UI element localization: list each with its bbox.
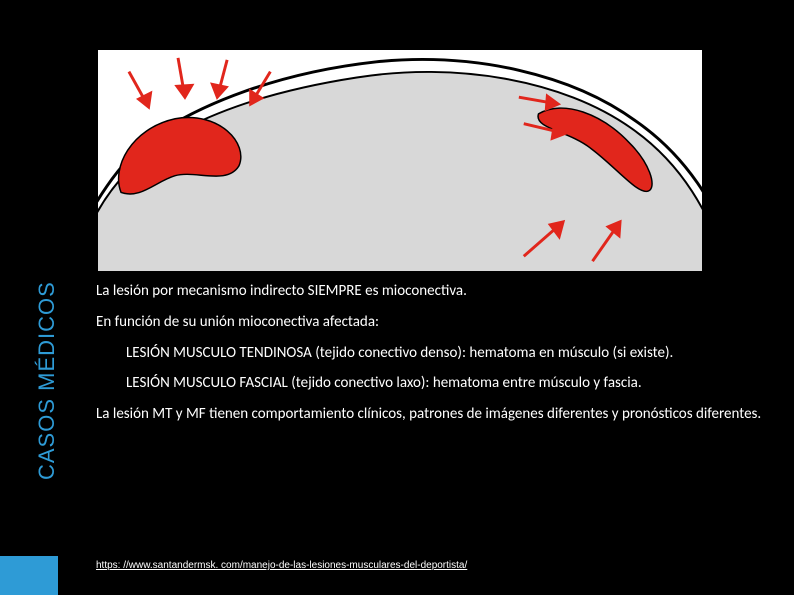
muscle-lesion-diagram xyxy=(96,48,704,273)
bullet-2: LESIÓN MUSCULO FASCIAL (tejido conectivo… xyxy=(126,374,766,393)
para-1: La lesión por mecanismo indirecto SIEMPR… xyxy=(96,282,766,301)
sidebar-accent-bar xyxy=(0,556,58,595)
source-url: https: //www.santandermsk. com/manejo-de… xyxy=(96,560,736,571)
diagram-svg xyxy=(98,50,702,271)
sidebar-label: CASOS MÉDICOS xyxy=(34,281,60,480)
para-2: En función de su unión mioconectiva afec… xyxy=(96,313,766,332)
para-3: La lesión MT y MF tienen comportamiento … xyxy=(96,405,766,424)
content-text: La lesión por mecanismo indirecto SIEMPR… xyxy=(96,282,766,436)
bullet-1: LESIÓN MUSCULO TENDINOSA (tejido conecti… xyxy=(126,344,766,363)
